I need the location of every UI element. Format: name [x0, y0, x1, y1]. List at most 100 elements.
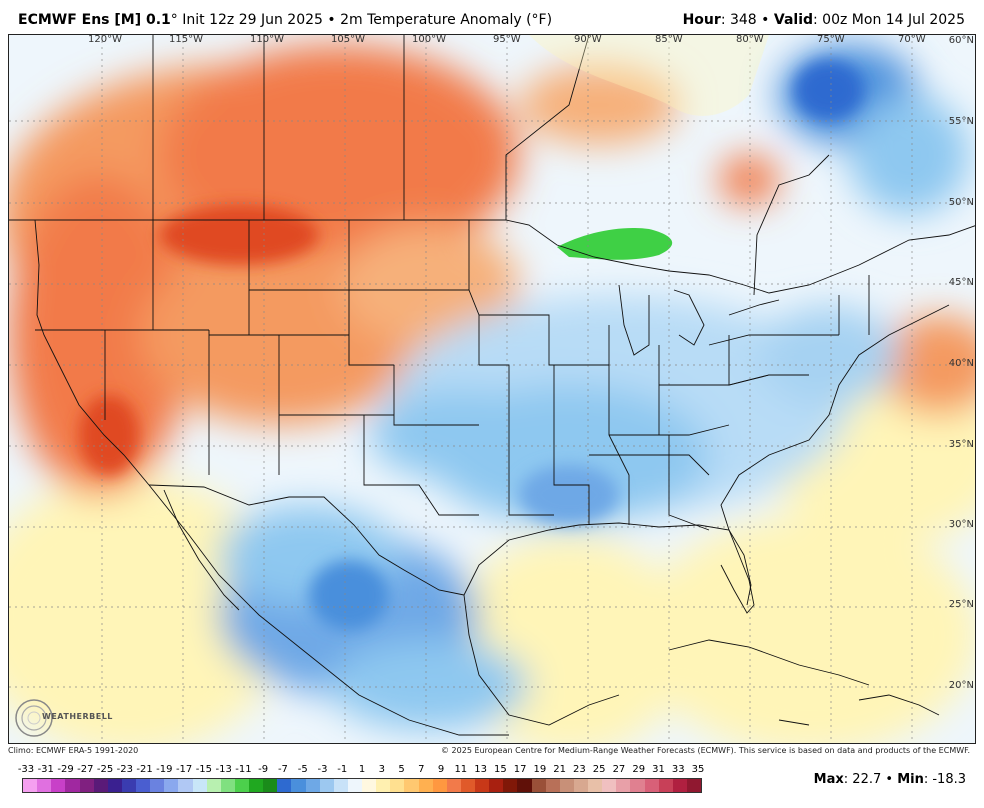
scale-label: 9	[437, 764, 445, 775]
scale-swatch	[446, 779, 461, 792]
scale-swatch	[305, 779, 320, 792]
scale-bar	[22, 778, 702, 793]
valid-value: : 00z Mon 14 Jul 2025	[813, 12, 965, 28]
valid-label: Valid	[773, 12, 814, 28]
scale-label: -13	[215, 764, 232, 775]
scale-label: 31	[652, 764, 665, 775]
color-scale: -33 -31 -29 -27 -25 -23 -21 -19 -17 -15 -13 -11 -9 -7…	[18, 764, 705, 794]
scale-swatch	[234, 779, 249, 792]
latitude-label: 20°N	[948, 680, 974, 691]
climo-note: Climo: ECMWF ERA-5 1991-2020	[8, 746, 139, 755]
scale-label: -17	[175, 764, 193, 775]
scale-label: -15	[195, 764, 213, 775]
longitude-label: 105°W	[331, 34, 365, 45]
init-time: Init 12z 29 Jun 2025	[182, 12, 323, 28]
scale-label: 35	[691, 764, 705, 775]
scale-label: -29	[57, 764, 74, 775]
longitude-label: 70°W	[898, 34, 926, 45]
scale-swatch	[206, 779, 221, 792]
scale-swatch	[489, 779, 504, 792]
weatherbell-logo: WEATHERBELL	[14, 698, 112, 738]
scale-swatch	[432, 779, 447, 792]
longitude-label: 120°W	[88, 34, 122, 45]
scale-label: -27	[77, 764, 94, 775]
latitude-label: 40°N	[948, 358, 974, 369]
latitude-label: 55°N	[948, 116, 974, 127]
bullet: •	[327, 12, 336, 28]
field-name: 2m Temperature Anomaly (°F)	[340, 12, 553, 28]
min-value: : -18.3	[923, 772, 966, 787]
max-label: Max	[813, 772, 844, 787]
scale-swatch	[277, 779, 292, 792]
scale-swatch	[404, 779, 419, 792]
scale-label: -25	[96, 764, 114, 775]
scale-label: 13	[474, 764, 487, 775]
scale-swatch	[136, 779, 151, 792]
scale-label: -9	[258, 764, 269, 775]
max-value: : 22.7	[843, 772, 882, 787]
scale-swatch	[559, 779, 574, 792]
scale-swatch	[616, 779, 631, 792]
latitude-label: 30°N	[948, 519, 974, 530]
longitude-label: 90°W	[574, 34, 602, 45]
model-name: ECMWF Ens [M] 0.1	[18, 12, 171, 28]
hour-label: Hour	[682, 12, 721, 28]
scale-label: 7	[418, 764, 425, 775]
scale-swatch	[686, 779, 701, 792]
logo-text: WEATHERBELL	[42, 712, 113, 721]
scale-swatch	[672, 779, 687, 792]
scale-swatch	[658, 779, 673, 792]
bullet: •	[761, 12, 770, 28]
scale-swatch	[531, 779, 546, 792]
scale-label: -7	[277, 764, 288, 775]
max-min-stats: Max: 22.7 • Min: -18.3	[814, 772, 966, 787]
longitude-label: 75°W	[817, 34, 845, 45]
scale-swatch	[164, 779, 179, 792]
latitude-label: 60°N	[948, 35, 974, 46]
header: ECMWF Ens [M] 0.1° Init 12z 29 Jun 2025 …	[0, 0, 984, 34]
scale-swatch	[192, 779, 207, 792]
scale-swatch	[150, 779, 165, 792]
longitude-label: 95°W	[493, 34, 521, 45]
longitude-label: 110°W	[250, 34, 284, 45]
scale-swatch	[291, 779, 306, 792]
latitude-label: 25°N	[948, 599, 974, 610]
scale-swatch	[107, 779, 122, 792]
scale-label: 15	[493, 764, 507, 775]
scale-label: 27	[612, 764, 626, 775]
scale-swatch	[362, 779, 377, 792]
scale-swatch	[644, 779, 659, 792]
scale-swatch	[517, 779, 532, 792]
degree-sign: °	[170, 12, 178, 28]
scale-label: 21	[553, 764, 567, 775]
scale-label: 1	[358, 764, 366, 775]
scale-label: 17	[513, 764, 527, 775]
map-svg	[9, 35, 975, 743]
scale-swatch	[93, 779, 108, 792]
scale-swatch	[65, 779, 80, 792]
scale-swatch	[390, 779, 405, 792]
scale-label: 19	[533, 764, 547, 775]
scale-label: -31	[37, 764, 54, 775]
scale-swatch	[51, 779, 66, 792]
scale-swatch	[79, 779, 94, 792]
scale-swatch	[376, 779, 391, 792]
logo-swirl-icon	[15, 699, 53, 737]
hour-value: : 348	[720, 12, 757, 28]
borders	[9, 35, 975, 736]
scale-label: -1	[337, 764, 348, 775]
scale-label: 29	[632, 764, 646, 775]
min-label: Min	[897, 772, 924, 787]
scale-swatch	[121, 779, 136, 792]
scale-swatch	[573, 779, 588, 792]
scale-swatch	[23, 779, 38, 792]
title: ECMWF Ens [M] 0.1° Init 12z 29 Jun 2025 …	[18, 12, 552, 28]
scale-label: 23	[573, 764, 586, 775]
scale-swatch	[545, 779, 560, 792]
scale-swatch	[319, 779, 334, 792]
latitude-label: 35°N	[948, 439, 974, 450]
longitude-label: 85°W	[655, 34, 683, 45]
scale-label: -3	[317, 764, 328, 775]
longitude-label: 115°W	[169, 34, 203, 45]
scale-swatch	[249, 779, 264, 792]
